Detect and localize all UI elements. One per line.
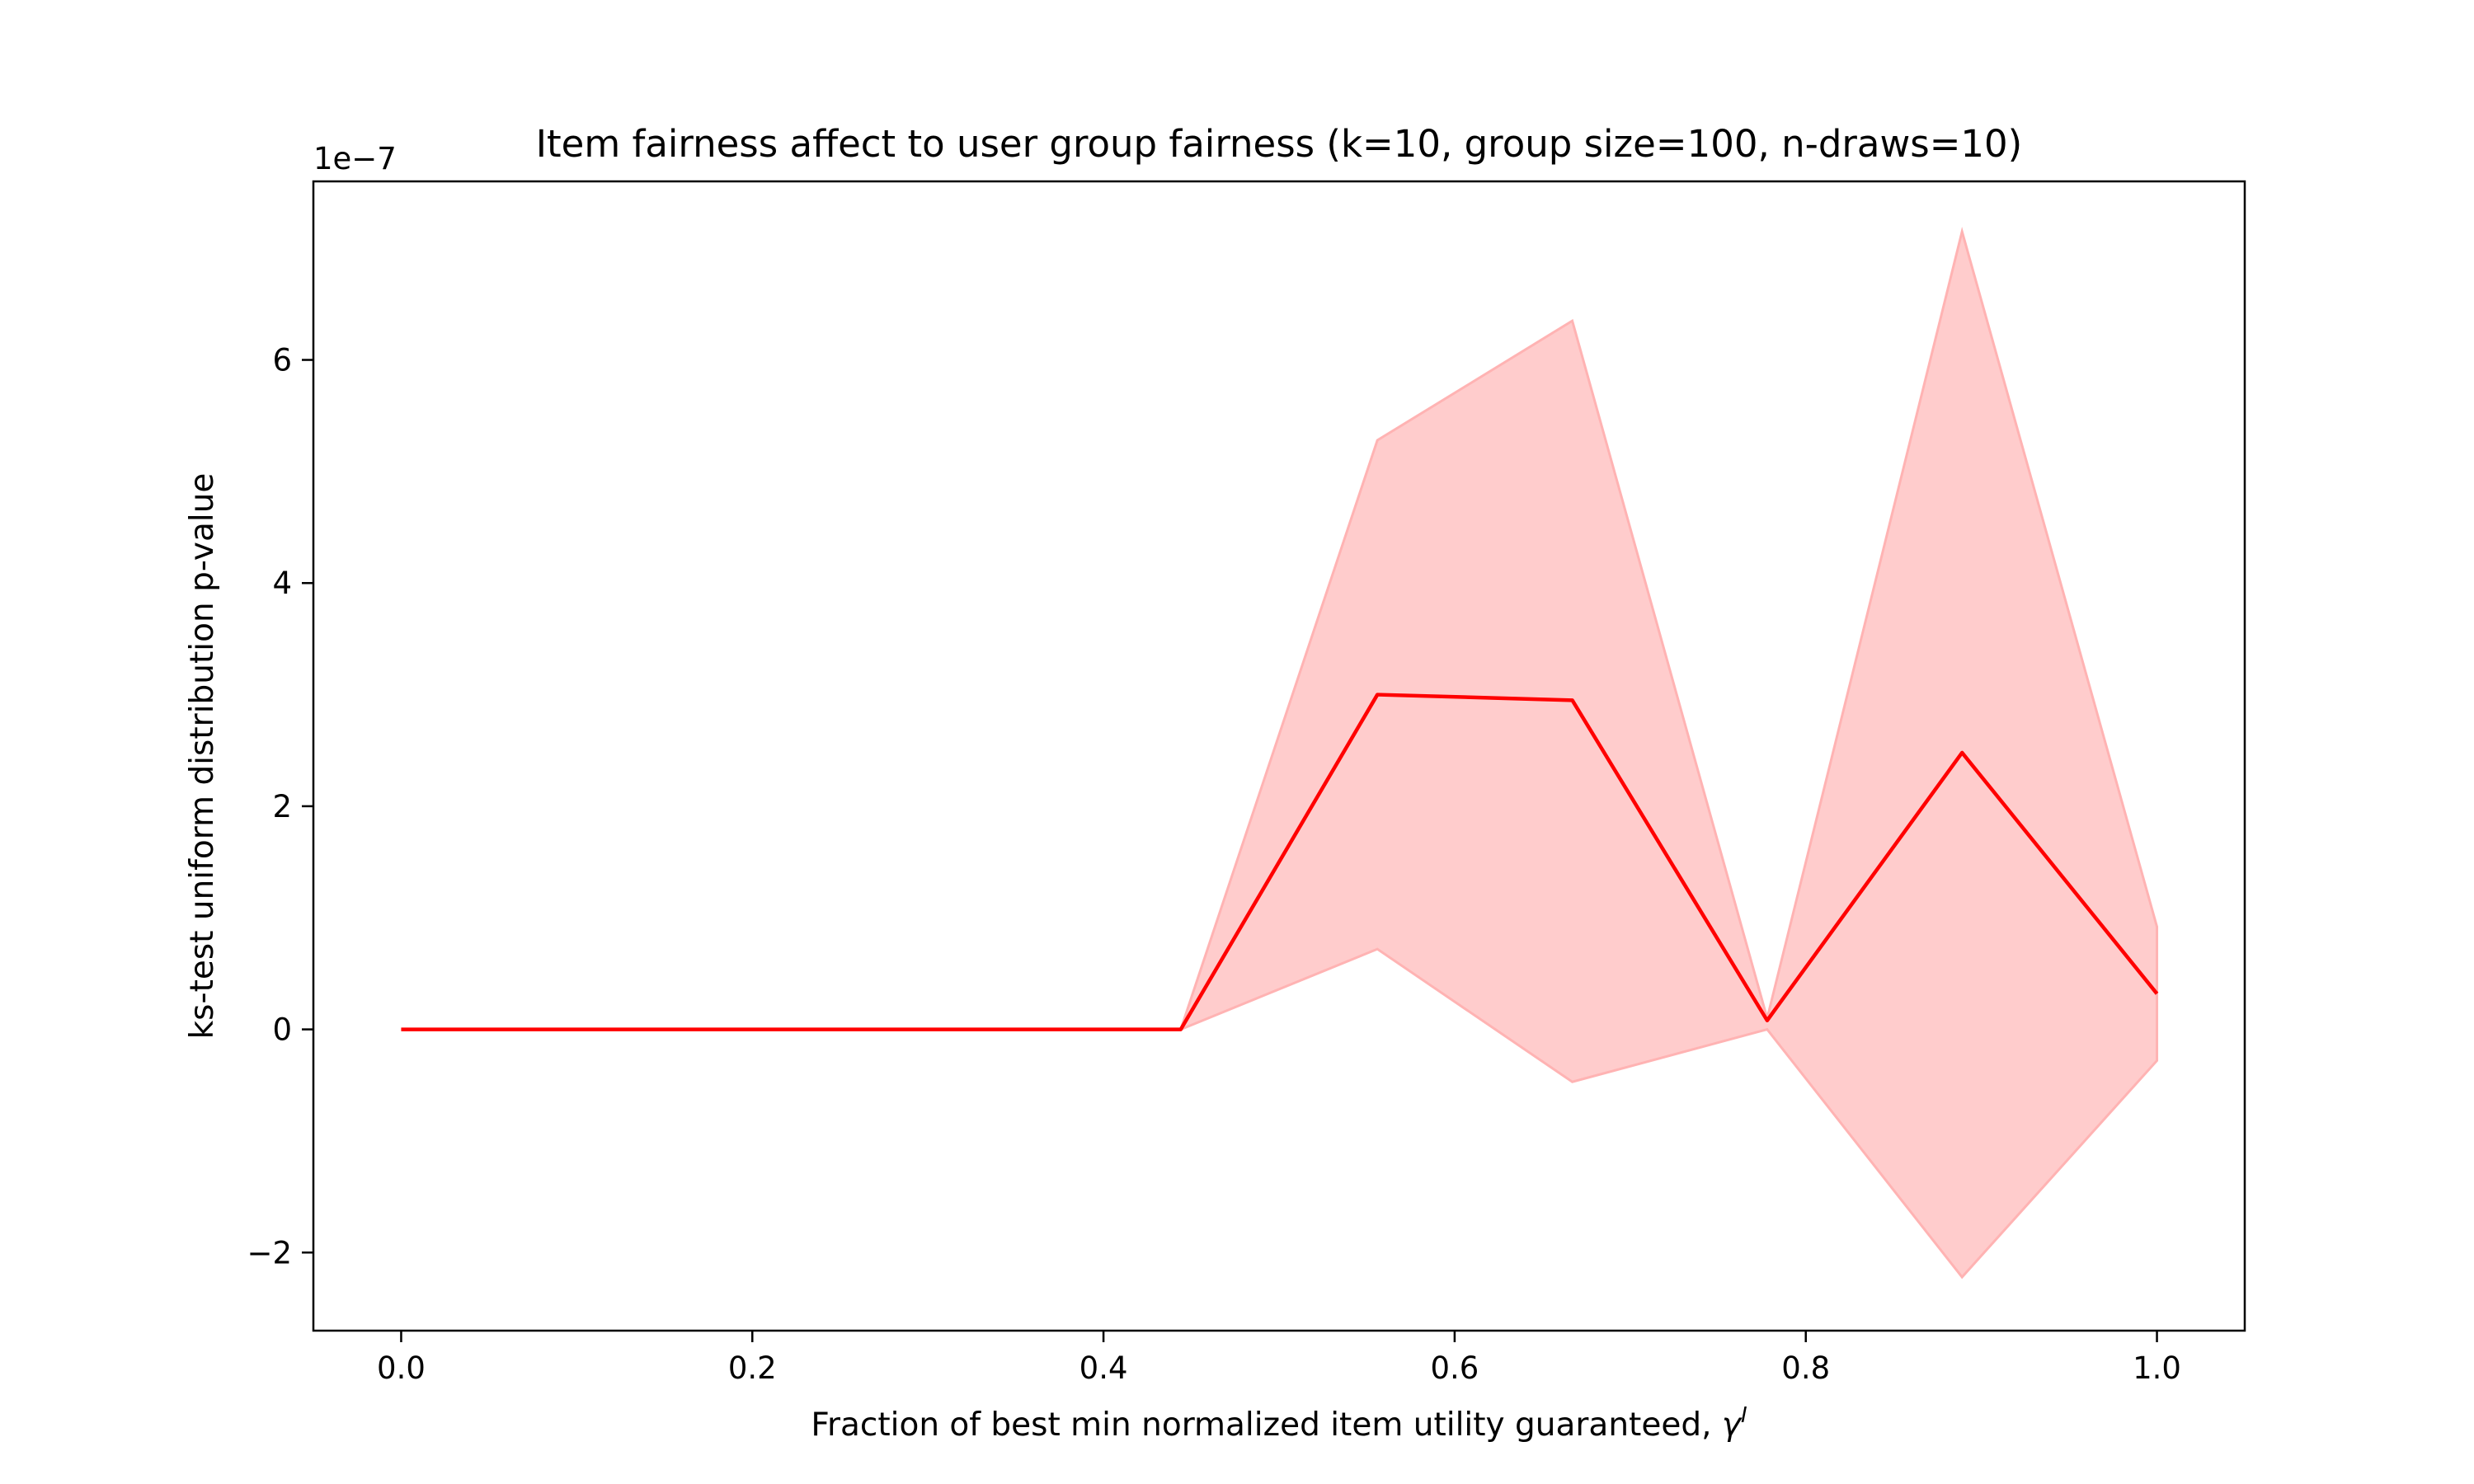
- x-axis: 0.0 0.2 0.4 0.6 0.8 1.0: [377, 1331, 2181, 1386]
- confidence-band-0: [401, 227, 2159, 1280]
- axes-frame: [312, 180, 2246, 1332]
- plot-area: [401, 227, 2159, 1280]
- y-tick-label: −2: [247, 1235, 292, 1270]
- y-offset-label: 1e−7: [313, 141, 397, 176]
- x-axis-label-superscript: I: [1741, 1403, 1747, 1428]
- x-axis-label: Fraction of best min normalized item uti…: [811, 1403, 1747, 1444]
- x-axis-label-text: Fraction of best min normalized item uti…: [811, 1407, 1722, 1444]
- y-tick-label: 4: [272, 566, 292, 601]
- x-tick-label: 0.6: [1430, 1350, 1479, 1386]
- y-tick-label: 0: [272, 1012, 292, 1048]
- x-axis-label-symbol: γ: [1722, 1407, 1743, 1444]
- x-tick-label: 1.0: [2133, 1350, 2181, 1386]
- y-axis-label: ks-test uniform distribution p-value: [184, 473, 221, 1040]
- x-tick-label: 0.4: [1079, 1350, 1128, 1386]
- series-line-0: [401, 693, 2159, 1031]
- x-tick-label: 0.0: [377, 1350, 426, 1386]
- chart-title: Item fairness affect to user group fairn…: [536, 122, 2023, 166]
- y-tick-label: 6: [272, 343, 292, 378]
- x-tick-label: 0.2: [728, 1350, 777, 1386]
- y-axis: −2 0 2 4 6: [247, 343, 313, 1270]
- y-tick-label: 2: [272, 789, 292, 824]
- x-tick-label: 0.8: [1781, 1350, 1830, 1386]
